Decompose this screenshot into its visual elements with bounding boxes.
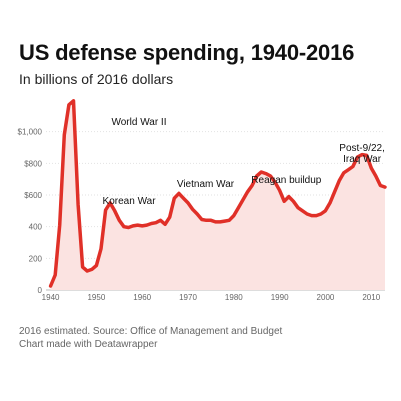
- annotation-label: Vietnam War: [177, 179, 235, 190]
- chart-footer: 2016 estimated. Source: Office of Manage…: [19, 325, 282, 351]
- x-tick-label: 1960: [133, 293, 151, 302]
- x-tick-label: 1970: [179, 293, 197, 302]
- y-tick-label: 400: [29, 223, 43, 232]
- chart-subtitle: In billions of 2016 dollars: [19, 71, 174, 87]
- annotation-label: World War II: [111, 117, 166, 128]
- x-tick-label: 1990: [271, 293, 289, 302]
- x-tick-label: 2000: [317, 293, 335, 302]
- series-line: [48, 99, 387, 288]
- x-tick-label: 1940: [42, 293, 60, 302]
- annotation-label: Post-9/22,: [339, 143, 385, 154]
- x-tick-label: 1950: [87, 293, 105, 302]
- y-tick-label: $1,000: [18, 128, 43, 137]
- series-area: [50, 100, 385, 290]
- credit-note: Chart made with Deatawrapper: [19, 339, 158, 350]
- source-note: 2016 estimated. Source: Office of Manage…: [19, 326, 283, 337]
- y-tick-label: $600: [24, 191, 42, 200]
- x-tick-label: 2010: [362, 293, 380, 302]
- annotation-label: Reagan buildup: [251, 175, 321, 186]
- chart-title: US defense spending, 1940-2016: [19, 40, 355, 65]
- x-tick-label: 1980: [225, 293, 243, 302]
- annotation-label: Korean War: [103, 196, 157, 207]
- y-tick-label: $800: [24, 159, 42, 168]
- annotation-label: Iraq War: [343, 154, 382, 165]
- y-tick-label: 0: [38, 286, 43, 295]
- y-tick-label: 200: [29, 254, 43, 263]
